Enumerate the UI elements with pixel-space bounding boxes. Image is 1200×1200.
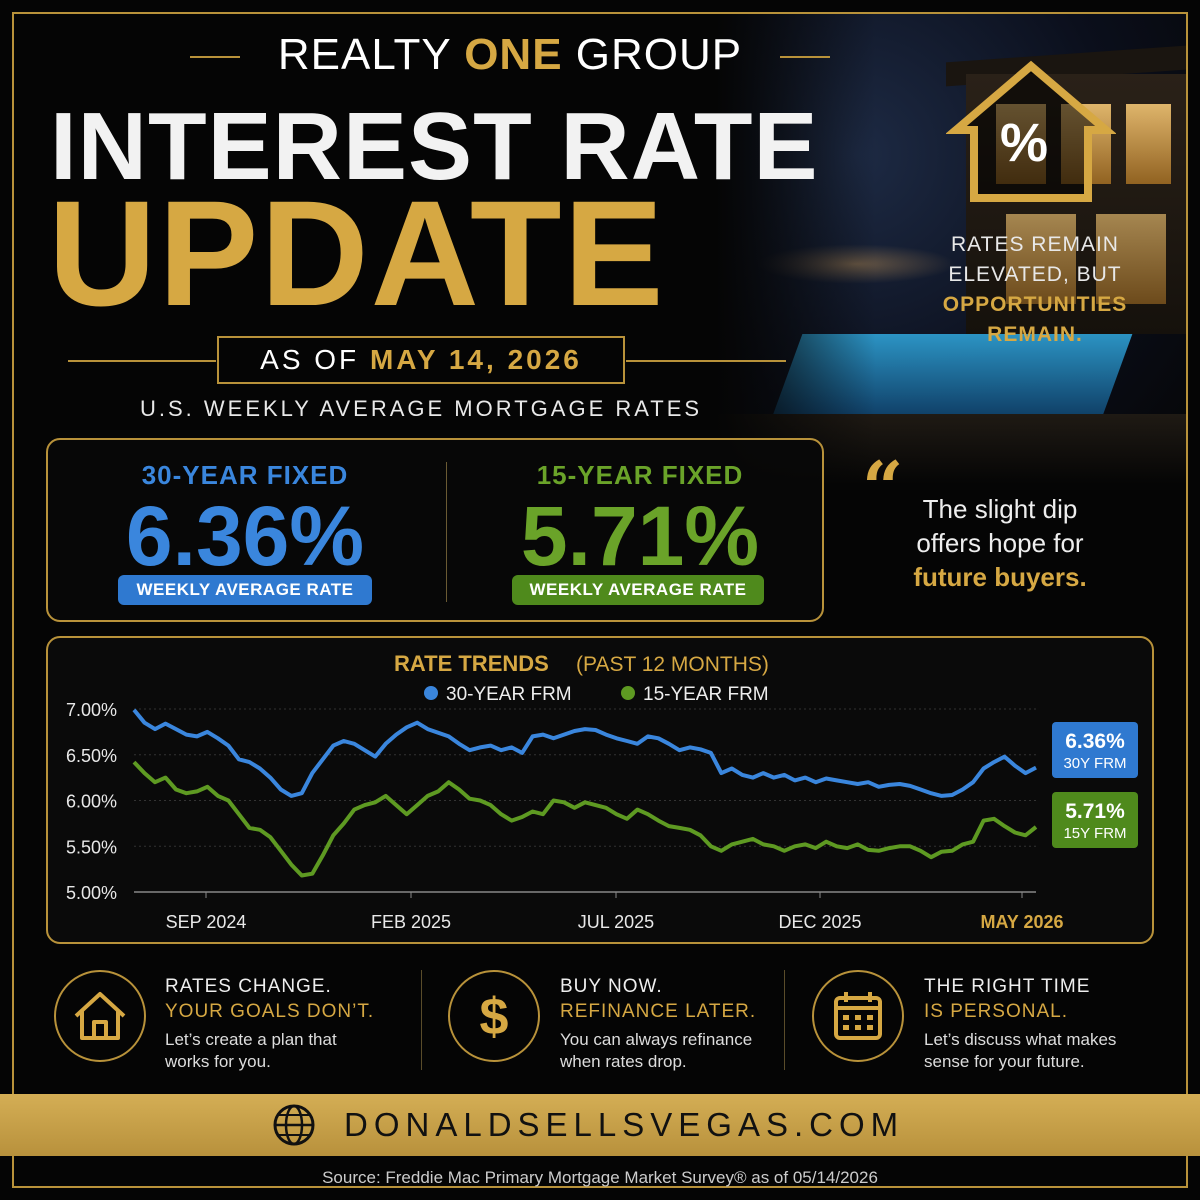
y-tick-label: 5.50% (66, 837, 117, 857)
brand-rule-right (780, 56, 830, 58)
brand-rule-left (190, 56, 240, 58)
website-link[interactable]: DONALDSELLSVEGAS.COM (344, 1106, 905, 1143)
fifteen-year-label: 15-YEAR FIXED (536, 460, 744, 490)
end-label-sub: 30Y FRM (1063, 755, 1126, 772)
globe-icon (273, 1104, 315, 1146)
asof-rule-right (626, 360, 786, 362)
house-percent-icon (946, 60, 1116, 202)
chart-title: RATE TRENDS (394, 651, 549, 676)
feature-separator-1 (421, 970, 422, 1070)
end-label-value: 5.71% (1065, 800, 1125, 823)
feature-2-body: You can always refinance when rates drop. (560, 1030, 753, 1071)
fifteen-year-pill: WEEKLY AVERAGE RATE (512, 575, 764, 605)
feature-circle-1 (54, 970, 146, 1062)
feature-circle-3 (812, 970, 904, 1062)
title-line-2: UPDATE (48, 169, 666, 337)
legend-label-30: 30-YEAR FRM (446, 684, 572, 705)
end-label-box (1052, 792, 1138, 848)
percent-symbol: % (1000, 113, 1049, 173)
footer-bar (0, 1094, 1200, 1156)
home-icon (74, 992, 126, 1040)
feature-circle-2: $ (448, 970, 540, 1062)
quote-mark: “ (862, 445, 904, 530)
quote-text: The slight dip offers hope for future bu… (913, 494, 1087, 592)
feature-2-heading: BUY NOW. REFINANCE LATER. (560, 976, 757, 1022)
legend-dot-15 (621, 686, 635, 700)
legend-dot-30 (424, 686, 438, 700)
brand-name: REALTY ONE GROUP (277, 30, 743, 79)
source-note: Source: Freddie Mac Primary Mortgage Mar… (322, 1168, 878, 1187)
chart-subtitle: (PAST 12 MONTHS) (576, 653, 769, 676)
title-line-1: INTEREST RATE (50, 93, 819, 200)
feature-separator-2 (784, 970, 785, 1070)
calendar-icon (834, 992, 882, 1040)
x-tick-label: MAY 2026 (980, 912, 1063, 932)
rate-trends-chart: RATE TRENDS (PAST 12 MONTHS) 30-YEAR FRM… (66, 651, 1138, 932)
end-label-box (1052, 722, 1138, 778)
asof-rule-left (68, 360, 216, 362)
thirty-year-pill: WEEKLY AVERAGE RATE (118, 575, 372, 605)
tagline: RATES REMAIN ELEVATED, BUT OPPORTUNITIES… (942, 233, 1128, 346)
series-line-30yr (132, 708, 1037, 798)
outer-frame (12, 12, 1188, 1188)
thirty-year-value: 6.36% (125, 489, 365, 583)
feature-3-heading: THE RIGHT TIME IS PERSONAL. (924, 976, 1091, 1022)
series-line-15yr (132, 760, 1038, 878)
x-tick-label: JUL 2025 (578, 912, 654, 932)
end-label-value: 6.36% (1065, 730, 1125, 753)
thirty-year-label: 30-YEAR FIXED (141, 460, 349, 490)
x-tick-label: FEB 2025 (371, 912, 451, 932)
feature-1-body: Let’s create a plan that works for you. (165, 1030, 337, 1071)
x-tick-label: SEP 2024 (166, 912, 247, 932)
as-of-date: AS OF MAY 14, 2026 (217, 336, 625, 384)
dollar-icon: $ (480, 988, 509, 1046)
y-tick-label: 5.00% (66, 883, 117, 903)
subtitle: U.S. WEEKLY AVERAGE MORTGAGE RATES (140, 396, 703, 421)
y-tick-label: 7.00% (66, 700, 117, 720)
end-label-sub: 15Y FRM (1063, 825, 1126, 842)
fifteen-year-value: 5.71% (520, 489, 760, 583)
rates-divider (446, 462, 447, 602)
svg-text:$: $ (480, 988, 509, 1046)
feature-1-heading: RATES CHANGE. YOUR GOALS DON’T. (165, 976, 375, 1022)
y-tick-label: 6.50% (66, 746, 117, 766)
x-tick-label: DEC 2025 (778, 912, 861, 932)
legend-label-15: 15-YEAR FRM (643, 684, 769, 705)
y-tick-label: 6.00% (66, 792, 117, 812)
feature-3-body: Let’s discuss what makes sense for your f… (924, 1030, 1117, 1071)
